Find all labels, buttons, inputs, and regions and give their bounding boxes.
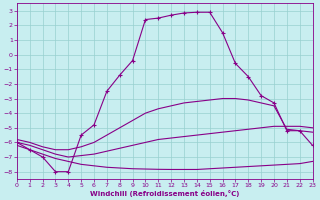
X-axis label: Windchill (Refroidissement éolien,°C): Windchill (Refroidissement éolien,°C) xyxy=(90,190,239,197)
